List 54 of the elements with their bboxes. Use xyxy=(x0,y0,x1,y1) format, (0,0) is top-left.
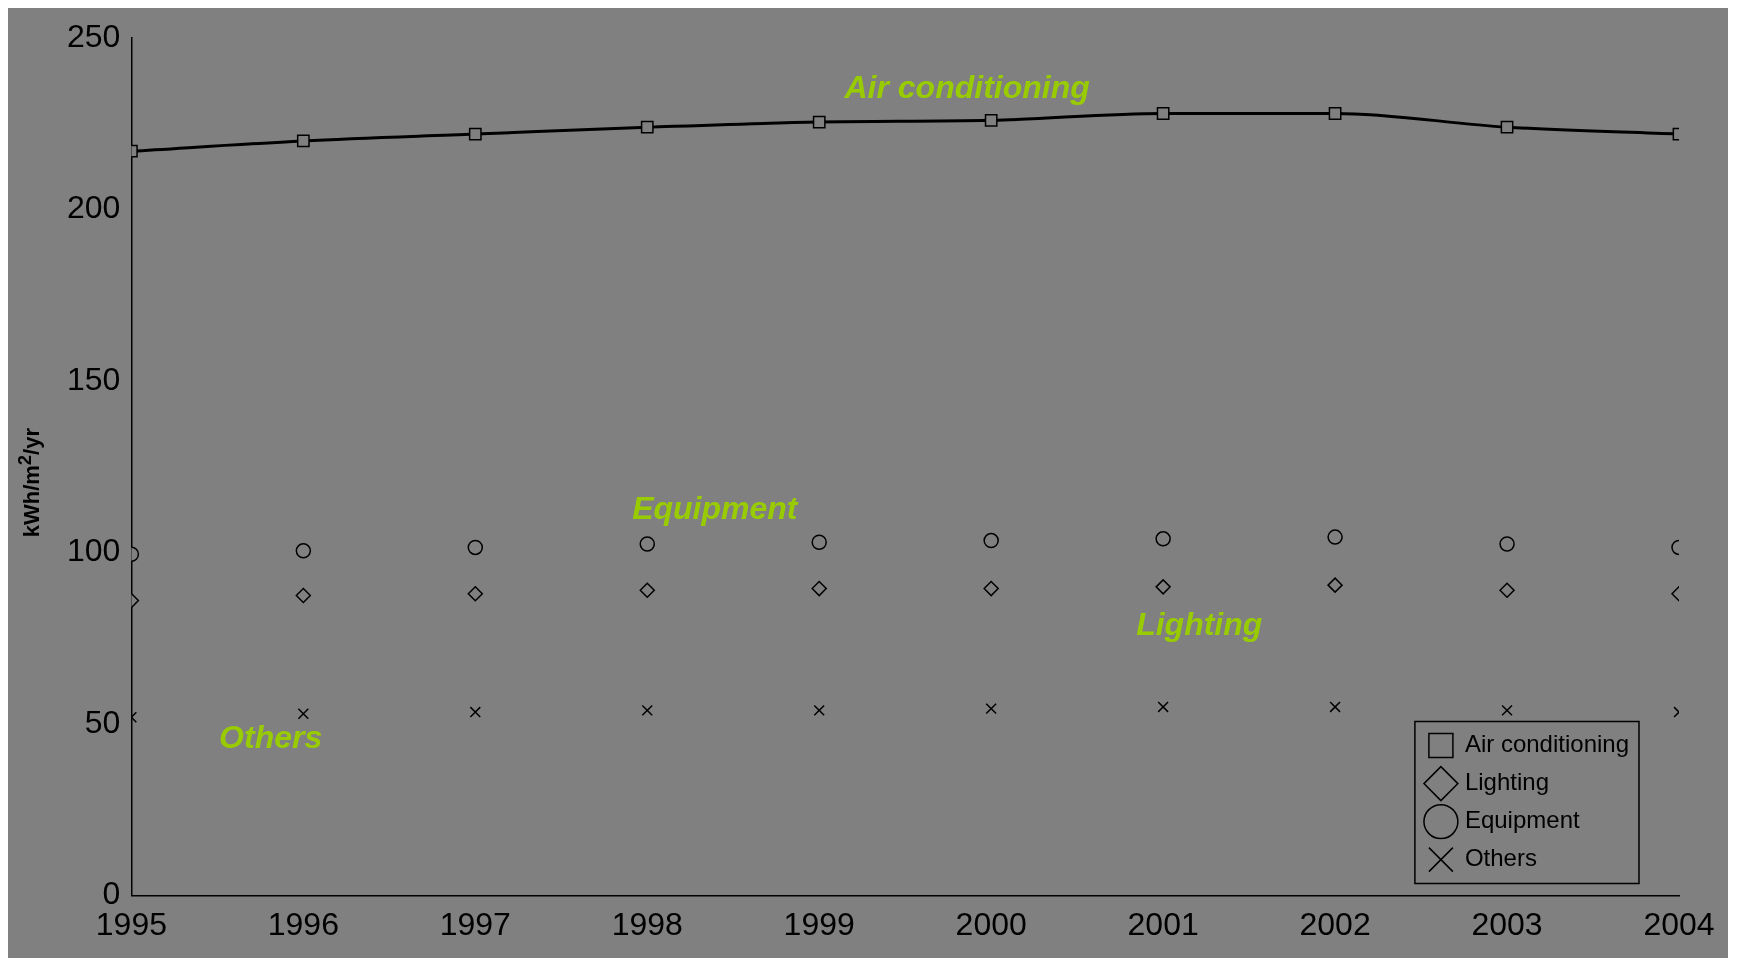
y-tick-label: 100 xyxy=(67,532,121,569)
point xyxy=(984,113,998,127)
point xyxy=(467,539,484,556)
annotation: Others xyxy=(219,719,323,756)
point xyxy=(295,543,312,559)
legend-label: Equipment xyxy=(1464,806,1580,834)
point xyxy=(983,580,999,597)
legend-label: Others xyxy=(1464,844,1537,872)
point xyxy=(1327,529,1343,545)
point xyxy=(1155,579,1171,595)
annotation: Equipment xyxy=(632,489,799,526)
point xyxy=(467,585,484,602)
x-tick-label: 2003 xyxy=(1471,905,1543,942)
y-tick-label: 50 xyxy=(84,703,121,740)
point xyxy=(1499,582,1515,599)
point xyxy=(1156,107,1170,120)
y-tick-label: 250 xyxy=(67,17,121,54)
y-tick-label: 150 xyxy=(67,360,121,397)
point xyxy=(1329,701,1341,713)
point xyxy=(811,580,827,597)
point xyxy=(639,582,656,599)
point xyxy=(811,534,827,551)
annotation: Lighting xyxy=(1136,606,1263,643)
point xyxy=(296,134,310,148)
point xyxy=(295,587,312,604)
y-tick-label: 200 xyxy=(67,189,121,226)
x-tick-label: 2004 xyxy=(1643,905,1715,942)
point xyxy=(641,704,653,717)
point xyxy=(1499,536,1515,552)
point xyxy=(812,115,826,129)
point xyxy=(983,532,999,549)
point xyxy=(1500,120,1514,134)
point xyxy=(1157,701,1169,713)
x-tick-label: 1999 xyxy=(783,905,855,942)
x-tick-label: 1998 xyxy=(611,905,683,942)
point xyxy=(1327,577,1343,593)
point xyxy=(469,706,481,718)
point xyxy=(639,536,656,552)
legend-label: Lighting xyxy=(1464,768,1549,796)
x-tick-label: 1996 xyxy=(267,905,339,942)
point xyxy=(985,702,997,715)
annotation: Air conditioning xyxy=(843,69,1090,106)
x-tick-label: 2001 xyxy=(1127,905,1199,942)
point xyxy=(297,708,310,720)
x-tick-label: 2002 xyxy=(1299,905,1371,942)
x-tick-label: 2000 xyxy=(955,905,1027,942)
x-tick-label: 1997 xyxy=(439,905,511,942)
point xyxy=(1328,107,1342,120)
point xyxy=(640,120,654,134)
point xyxy=(813,704,825,717)
point xyxy=(1501,704,1513,717)
point xyxy=(1155,531,1171,547)
legend-label: Air conditioning xyxy=(1464,730,1630,758)
point xyxy=(468,127,482,141)
